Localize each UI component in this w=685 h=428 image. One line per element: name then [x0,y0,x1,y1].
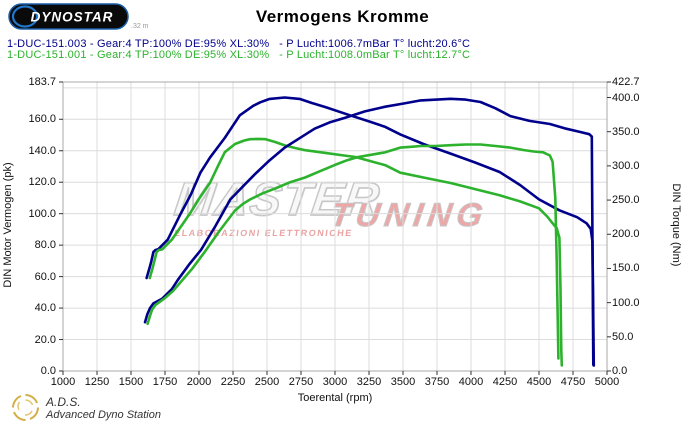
y-left-tick-160: 160.0 [28,113,56,126]
logo-text: DYNOSTAR [31,10,114,25]
y-left-tick-0: 0.0 [40,365,56,377]
y-left-tick-183.7: 183.7 [28,76,56,88]
x-tick-3500: 3500 [390,376,416,388]
y-left-tick-40: 40.0 [34,302,56,315]
y-left-tick-60: 60.0 [34,270,56,283]
curve-1-duc-151-001-vermogen-pk- [146,143,560,360]
logo-pill [8,3,129,30]
x-tick-1750: 1750 [152,376,178,388]
x-tick-5000: 5000 [594,376,620,388]
y-right-tick-50: 50.0 [612,330,634,343]
x-tick-4000: 4000 [458,376,484,388]
ads-full-name: Advanced Dyno Station [46,409,161,421]
legend-run-2: 1-DUC-151.001 - Gear:4 TP:100% DE:95% XL… [7,49,471,61]
x-tick-2250: 2250 [220,376,246,388]
y-right-tick-350: 350.0 [612,125,640,138]
x-tick-2500: 2500 [254,376,280,388]
logo-swoosh [11,5,39,28]
y-left-tick-140: 140.0 [28,144,56,157]
y-right-tick-0: 0.0 [612,365,628,377]
dyno-plot-area [59,81,611,375]
curve-1-duc-151-001-koppel-nm- [148,137,564,367]
x-tick-1000: 1000 [50,376,76,388]
x-tick-4750: 4750 [560,376,586,388]
curve-1-duc-151-003-vermogen-pk- [143,97,595,367]
y-left-tick-80: 80.0 [34,239,56,252]
x-axis-label: Toerental (rpm) [297,392,373,404]
y-left-tick-20: 20.0 [34,333,56,346]
x-tick-3750: 3750 [424,376,450,388]
y-right-tick-100: 100.0 [612,296,640,309]
logo-subtext: .32 m [131,23,149,30]
y-axis-label-right: DIN Torque (Nm) [670,183,682,267]
y-right-tick-422.7: 422.7 [612,76,640,88]
legend-run-1: 1-DUC-151.003 - Gear:4 TP:100% DE:95% XL… [7,38,471,50]
y-right-tick-250: 250.0 [612,194,640,207]
y-right-tick-400: 400.0 [612,91,640,104]
curve-1-duc-151-003-koppel-nm- [145,96,596,367]
ads-fan-logo [12,394,39,421]
y-right-tick-200: 200.0 [612,228,640,241]
x-tick-3250: 3250 [356,376,382,388]
x-tick-1250: 1250 [84,376,110,388]
y-left-tick-100: 100.0 [28,207,56,220]
dynostar-logo: DYNOSTAR [8,3,129,30]
x-tick-4500: 4500 [526,376,552,388]
x-tick-3000: 3000 [322,376,348,388]
y-left-tick-120: 120.0 [28,176,56,189]
y-right-tick-300: 300.0 [612,159,640,172]
y-right-tick-150: 150.0 [612,262,640,275]
x-tick-4250: 4250 [492,376,518,388]
page-title: Vermogens Kromme [255,7,430,26]
x-tick-2750: 2750 [288,376,314,388]
x-tick-1500: 1500 [118,376,144,388]
ads-abbreviation: A.D.S. [46,395,81,409]
x-tick-2000: 2000 [186,376,212,388]
